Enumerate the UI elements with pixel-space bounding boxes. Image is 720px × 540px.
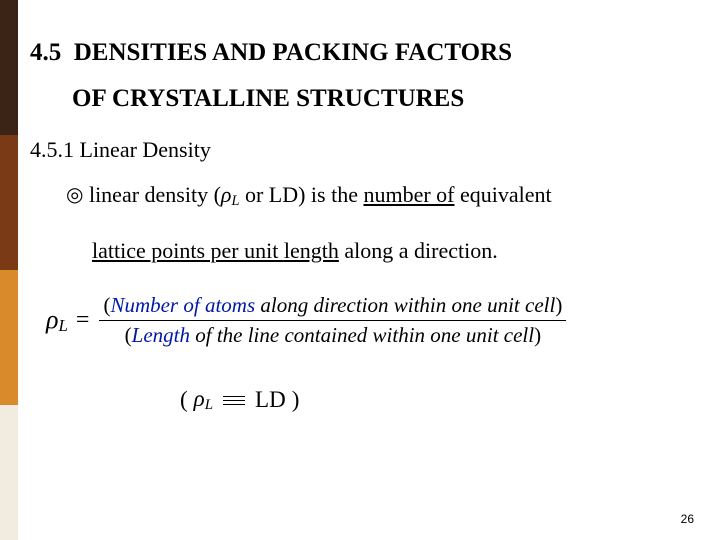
subsection-name: Linear Density [80,137,211,162]
def-line2-pre: lattice points per unit [92,238,284,263]
def-post1: equivalent [455,182,552,207]
denominator-keyword: Length [132,323,190,347]
section-title-line1: DENSITIES AND PACKING FACTORS [74,39,512,66]
sidebar-stripe-1 [0,0,18,135]
denominator-rest: of the line contained within one unit ce… [190,323,534,347]
slide-content: 4.5 DENSITIES AND PACKING FACTORS OF CRY… [30,30,700,530]
equivalence-row: ( ρL LD ) [180,386,700,414]
formula-rho: ρ [46,305,58,334]
bullet-icon: ◎ [66,184,83,206]
equiv-rho-sub: L [205,397,213,413]
open-paren: ( [180,387,188,413]
formula-rho-sub: L [58,316,67,335]
formula-fraction: (Number of atoms along direction within … [99,293,566,348]
formula-numerator: (Number of atoms along direction within … [99,293,566,318]
left-accent-sidebar [0,0,18,540]
close-paren: ) [292,387,300,413]
def-mid: or LD) is the [239,182,363,207]
section-title: 4.5 DENSITIES AND PACKING FACTORS OF CRY… [30,30,700,123]
section-title-line2: OF CRYSTALLINE STRUCTURES [30,76,700,122]
def-pre: linear density ( [89,182,221,207]
formula-lhs: ρL [46,305,76,336]
equals-sign: = [76,307,100,334]
def-emph1: number of [363,182,454,207]
subsection-title: 4.5.1 Linear Density [30,137,700,163]
formula-denominator: (Length of the line contained within one… [121,323,545,348]
numerator-rest: along direction within one unit cell [255,293,555,317]
page-number: 26 [681,512,694,526]
identical-to-icon [223,396,245,405]
numerator-keyword: Number of atoms [110,293,255,317]
sidebar-stripe-2 [0,135,18,270]
section-number: 4.5 [30,39,61,66]
sidebar-stripe-4 [0,405,18,540]
subsection-number: 4.5.1 [30,137,74,162]
sidebar-stripe-3 [0,270,18,405]
definition-line-1: ◎ linear density (ρL or LD) is the numbe… [30,171,700,219]
definition-line-2: lattice points per unit length along a d… [30,227,700,275]
equiv-rhs: LD [255,387,286,413]
equiv-rho: ρ [194,386,205,411]
def-emph2: length [284,238,339,263]
fraction-bar [99,320,566,321]
linear-density-formula: ρL = (Number of atoms along direction wi… [46,293,700,348]
rho-symbol: ρ [221,182,232,207]
def-line2-post: along a direction. [339,238,498,263]
equiv-lhs: ρL [194,386,213,414]
